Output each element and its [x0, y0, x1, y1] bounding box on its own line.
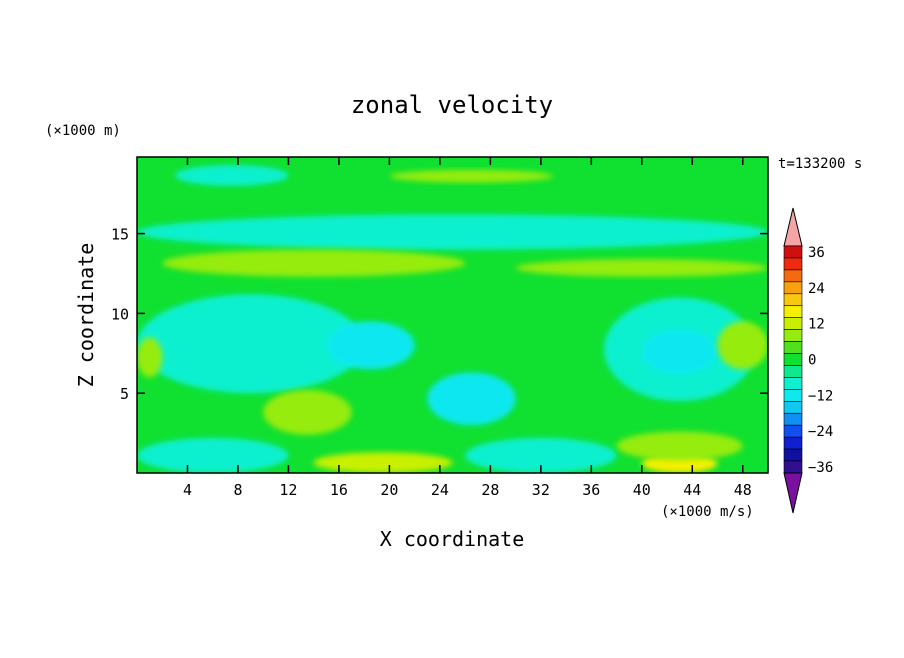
- field-region-right-yellowgreen-blob: [717, 321, 768, 370]
- colorbar-band: [783, 293, 803, 307]
- x-tick-label: 8: [233, 481, 242, 499]
- field-region-lower-cyan-blob: [427, 372, 516, 426]
- chart-title: zonal velocity: [351, 91, 553, 119]
- x-tick-label: 24: [431, 481, 449, 499]
- colorbar-bottom-arrow: [783, 472, 803, 514]
- colorbar-band: [783, 317, 803, 330]
- x-tick-label: 48: [734, 481, 752, 499]
- colorbar-band: [783, 353, 803, 366]
- field-region-lower-yellowgreen-right: [616, 431, 743, 461]
- field-region-lower-left-yellowgreen: [263, 390, 352, 435]
- colorbar-tick-label: −24: [808, 424, 833, 440]
- colorbar-tick-label: 24: [808, 281, 825, 297]
- y-axis-label: Z coordinate: [74, 243, 98, 388]
- x-tick-label: 12: [279, 481, 297, 499]
- colorbar-tick-label: 36: [808, 245, 825, 261]
- field-region-mid-cyan-core-right: [641, 329, 718, 375]
- field-region-mid-cyan-core-left: [326, 321, 415, 370]
- x-tick-label: 4: [183, 481, 192, 499]
- colorbar: 36 24 12 0 −12 −24 −36: [783, 207, 833, 514]
- field-region-top-cyan-patch: [174, 164, 289, 186]
- colorbar-band: [783, 305, 803, 318]
- field-region-upper-cyan-band: [137, 214, 768, 250]
- field-region-bottom-cyan-mid: [465, 437, 617, 473]
- colorbar-tick-label: 0: [808, 353, 816, 369]
- colorbar-band: [783, 436, 803, 450]
- colorbar-band: [783, 401, 803, 414]
- plot-frame: [136, 156, 769, 474]
- field-region-left-yellowgreen-blob: [137, 337, 163, 378]
- time-label: t=133200 s: [778, 156, 862, 172]
- y-tick-label: 5: [120, 385, 129, 403]
- x-tick-label: 44: [683, 481, 701, 499]
- colorbar-band: [783, 448, 803, 462]
- colorbar-band: [783, 377, 803, 390]
- x-tick-label: 40: [633, 481, 651, 499]
- field-region-yellowgreen-right-band: [515, 259, 768, 277]
- x-unit-label: (×1000 m/s): [661, 504, 754, 520]
- x-tick-label: 16: [330, 481, 348, 499]
- x-tick-label: 32: [532, 481, 550, 499]
- colorbar-top-arrow: [783, 207, 803, 247]
- field-region-lower-yellow-left: [313, 452, 453, 473]
- y-tick-label: 15: [111, 226, 129, 244]
- colorbar-tick-label: −36: [808, 460, 833, 476]
- colorbar-band: [783, 424, 803, 438]
- field-region-yellowgreen-band: [162, 249, 466, 277]
- colorbar-band: [783, 365, 803, 378]
- colorbar-band: [783, 269, 803, 283]
- colorbar-band: [783, 281, 803, 295]
- x-tick-label: 28: [481, 481, 499, 499]
- field-region-top-yellowgreen-strip: [389, 169, 554, 183]
- colorbar-tick-label: −12: [808, 388, 833, 404]
- y-unit-label: (×1000 m): [45, 123, 121, 139]
- colorbar-band: [783, 245, 803, 259]
- x-tick-label: 20: [380, 481, 398, 499]
- colorbar-tick-label: 12: [808, 317, 825, 333]
- y-tick-label: 10: [111, 305, 129, 323]
- field-region-mid-cyan-left: [137, 294, 365, 394]
- colorbar-band: [783, 257, 803, 271]
- x-axis-label: X coordinate: [380, 527, 525, 551]
- x-axis-ticks: 4 8 12 16 20 24 28 32 36 40 44 48: [183, 157, 752, 499]
- contour-field: [137, 164, 768, 473]
- colorbar-band: [783, 412, 803, 426]
- colorbar-band: [783, 329, 803, 342]
- colorbar-band: [783, 460, 803, 474]
- colorbar-band: [783, 389, 803, 402]
- field-region-bottom-cyan-left: [137, 437, 289, 473]
- x-tick-label: 36: [582, 481, 600, 499]
- y-axis-ticks: 5 10 15: [111, 226, 768, 403]
- colorbar-band: [783, 341, 803, 354]
